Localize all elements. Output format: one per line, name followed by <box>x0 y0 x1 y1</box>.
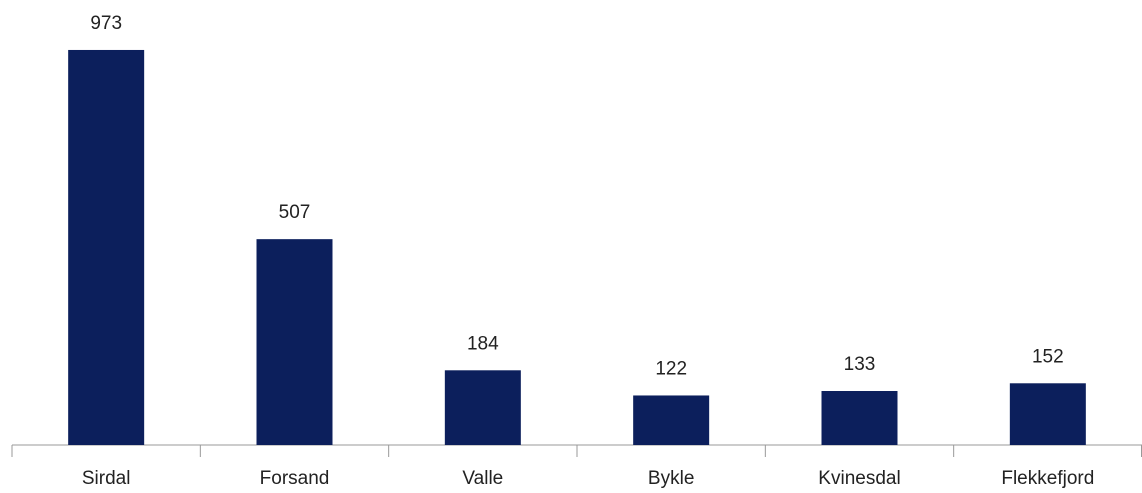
value-label: 973 <box>90 13 122 34</box>
bar <box>633 395 710 445</box>
x-tick-label: Forsand <box>260 468 330 489</box>
value-label: 133 <box>844 354 876 375</box>
value-label: 152 <box>1032 346 1064 367</box>
value-label: 507 <box>279 202 311 223</box>
x-tick-label: Valle <box>462 468 503 489</box>
bar <box>68 49 145 445</box>
value-label: 184 <box>467 333 499 354</box>
bar <box>444 370 521 445</box>
x-tick-label: Flekkefjord <box>1001 468 1094 489</box>
x-tick-label: Bykle <box>648 468 694 489</box>
bar <box>1009 383 1086 445</box>
x-tick-label: Sirdal <box>82 468 131 489</box>
bar <box>256 239 333 445</box>
value-label: 122 <box>655 358 687 379</box>
x-tick-label: Kvinesdal <box>818 468 900 489</box>
bar <box>821 391 898 445</box>
